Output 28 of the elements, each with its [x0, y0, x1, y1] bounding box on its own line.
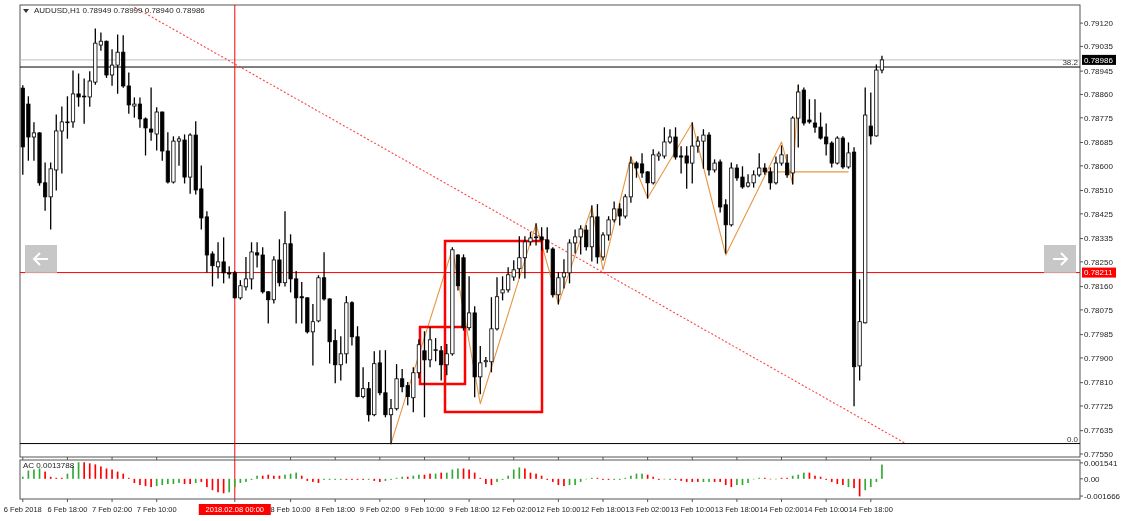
y-tick-label: 0.77550: [1084, 449, 1114, 459]
y-tick-label: 0.78335: [1084, 234, 1114, 244]
y-tick-label: 0.78425: [1084, 209, 1114, 219]
y-tick-label: 0.78600: [1084, 161, 1114, 171]
y-tick-label: 0.77725: [1084, 401, 1114, 411]
y-tick-label: 0.78775: [1084, 113, 1114, 123]
y-tick-label: 0.79035: [1084, 42, 1114, 52]
annotation: 0.0: [1066, 434, 1079, 444]
y-tick-label: 0.78685: [1084, 138, 1114, 148]
ref-line-label: 0.78986: [1084, 55, 1114, 65]
y-tick-label: 0.78860: [1084, 90, 1114, 100]
y-tick-label: 0.77900: [1084, 353, 1114, 363]
y-tick-label: 0.78945: [1084, 66, 1114, 76]
y-tick-label: 0.78250: [1084, 257, 1114, 267]
y-tick-label: 0.78510: [1084, 186, 1114, 196]
y-tick-label: 0.77810: [1084, 378, 1114, 388]
annotation: 38.2: [1062, 58, 1079, 68]
y-tick-label: 0.77635: [1084, 426, 1114, 436]
chart-title: AC 0.0013788: [23, 461, 75, 470]
chart-title: AUDUSD,H1 0.78949 0.78999 0.78940 0.78986: [34, 6, 206, 15]
y-tick-label: 0.001541: [1084, 458, 1118, 468]
ref-line-label: 0.78211: [1084, 268, 1113, 278]
y-tick-label: 0.78160: [1084, 282, 1114, 292]
y-tick-label: 0.00: [1084, 474, 1101, 484]
y-tick-label: -0.001666: [1084, 491, 1121, 501]
y-tick-label: 0.77985: [1084, 330, 1114, 340]
y-tick-label: 0.79120: [1084, 18, 1114, 28]
y-tick-label: 0.78075: [1084, 305, 1114, 315]
